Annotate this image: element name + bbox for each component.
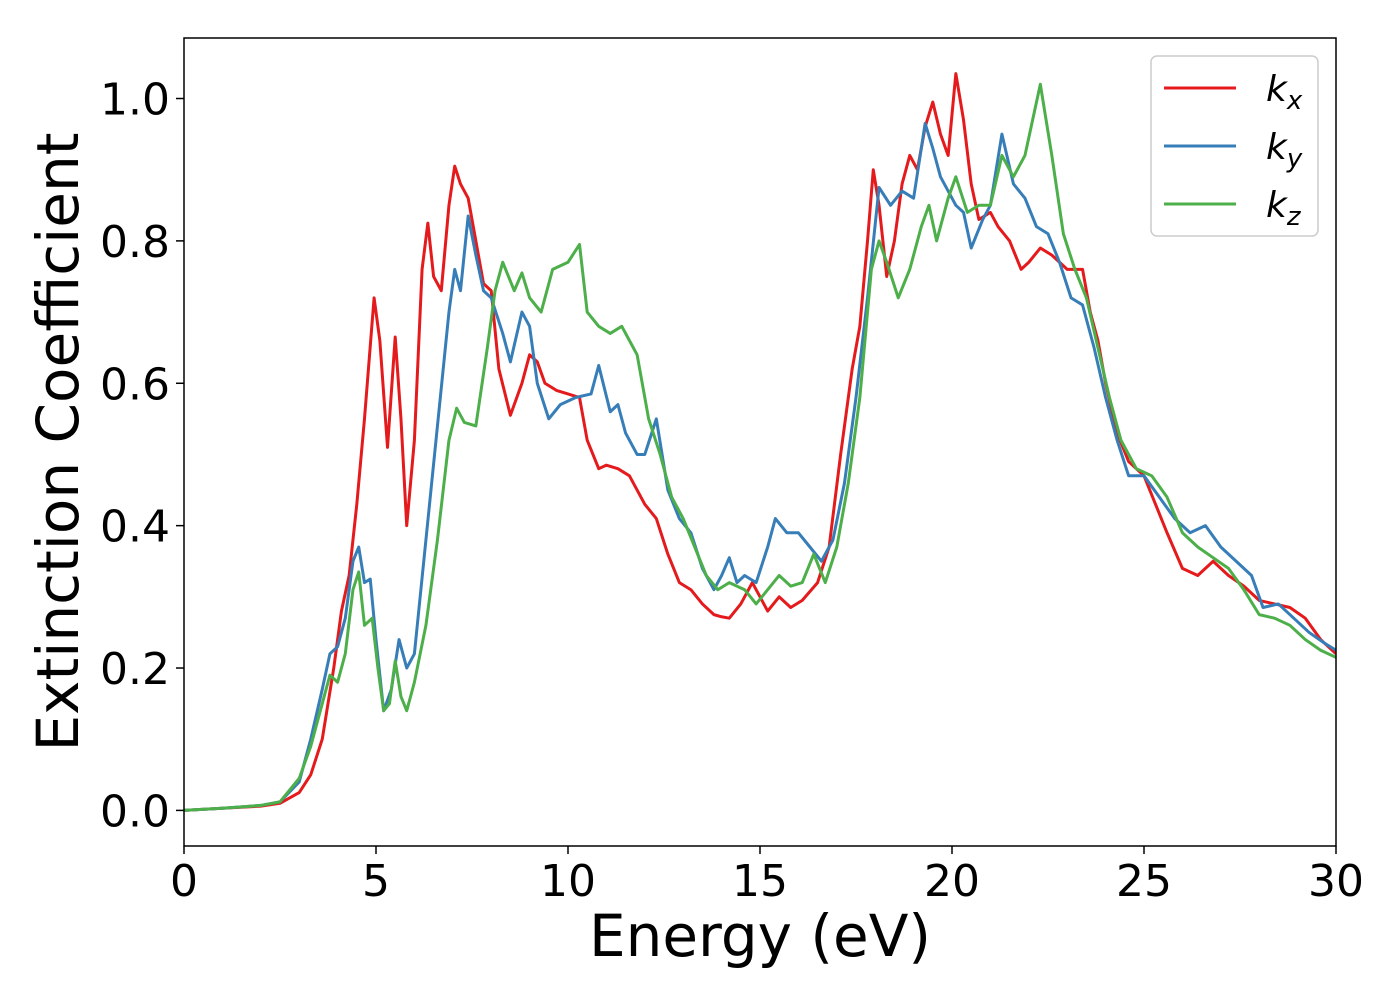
y-tick-label: 0.2 [100,644,170,695]
x-tick-label: 25 [1116,856,1172,907]
y-tick-label: 1.0 [100,75,170,126]
y-tick-label: 0.6 [100,359,170,410]
legend-label-ky: ky [1266,127,1303,174]
x-tick-label: 20 [924,856,980,907]
x-tick-label: 30 [1308,856,1364,907]
y-tick-label: 0.0 [100,786,170,837]
x-tick-label: 10 [540,856,596,907]
y-tick-label: 0.4 [100,502,170,553]
legend-label-kz: kz [1266,185,1302,232]
x-axis: 0 5 10 15 20 25 30 [170,846,1364,907]
y-axis-title: Extinction Coefficient [24,133,92,752]
x-tick-label: 5 [362,856,390,907]
y-axis: 0.0 0.2 0.4 0.6 0.8 1.0 [100,75,184,837]
legend: kx ky kz [1150,55,1319,237]
x-tick-label: 0 [170,856,198,907]
x-tick-label: 15 [732,856,788,907]
series-line-ky [184,121,1336,812]
y-tick-label: 0.8 [100,217,170,268]
x-axis-title: Energy (eV) [589,902,931,970]
legend-label-kx: kx [1266,69,1303,116]
series-line-kz [184,82,1336,812]
